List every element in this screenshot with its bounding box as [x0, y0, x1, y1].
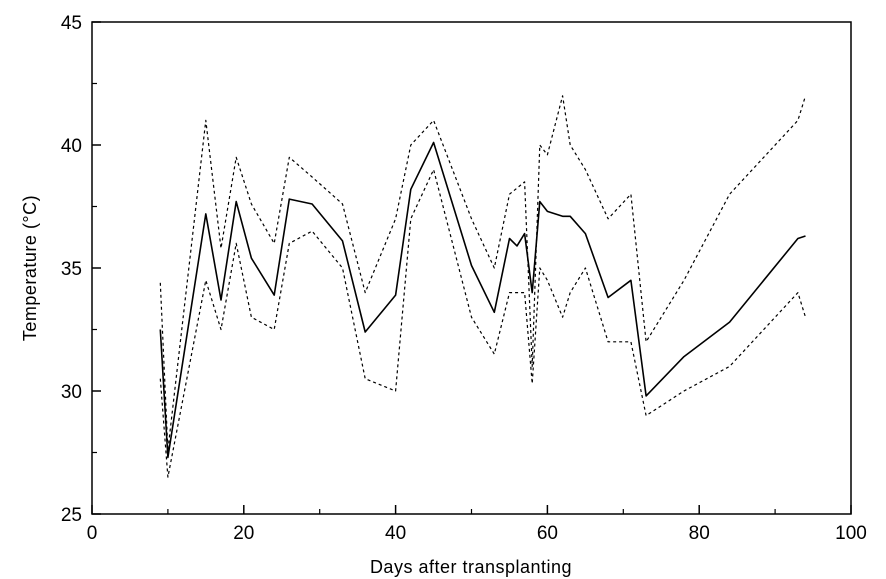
x-tick-label-20: 20 [233, 523, 254, 544]
plot-frame [91, 21, 852, 515]
y-tick-label-40: 40 [61, 136, 82, 157]
x-tick-label-40: 40 [385, 523, 406, 544]
x-tick-label-0: 0 [87, 523, 98, 544]
upper-bound-dashed-line [159, 95, 807, 451]
y-tick-label-45: 45 [61, 13, 82, 34]
series-lines [159, 95, 807, 478]
mean-temperature-line [159, 141, 806, 459]
lower-bound-dashed-line [159, 169, 807, 478]
x-axis-label: Days after transplanting [370, 557, 572, 577]
axis-ticks: 0 20 40 60 80 100 25 30 35 40 45 [61, 13, 867, 544]
y-axis-label: Temperature (°C) [20, 195, 40, 341]
x-tick-label-60: 60 [537, 523, 558, 544]
y-tick-label-30: 30 [61, 382, 82, 403]
x-tick-label-80: 80 [689, 523, 710, 544]
y-tick-label-35: 35 [61, 259, 82, 280]
y-tick-label-25: 25 [61, 505, 82, 526]
x-tick-label-100: 100 [835, 523, 867, 544]
